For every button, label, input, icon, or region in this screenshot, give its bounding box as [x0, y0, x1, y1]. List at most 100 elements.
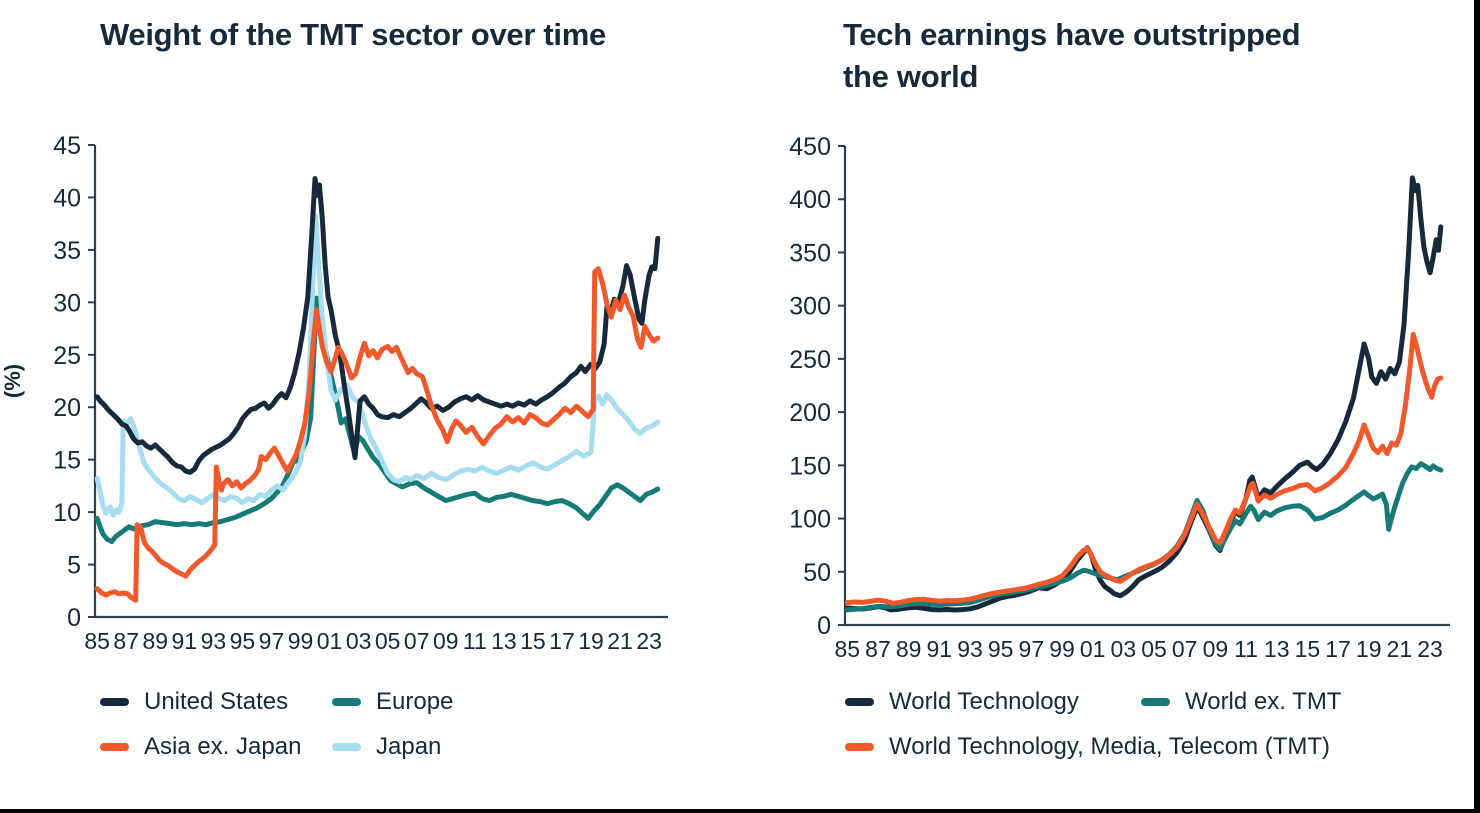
legend-item-japan: Japan [332, 733, 453, 761]
legend-label-world-technology: World Technology [889, 688, 1079, 715]
series-line-asia-ex-japan [94, 266, 661, 603]
x-tick-label: 93 [957, 636, 983, 662]
x-tick-label: 89 [896, 636, 922, 662]
y-tick-label: 200 [789, 399, 831, 427]
legend-swatch-europe [332, 698, 361, 706]
x-tick-label: 01 [1080, 636, 1106, 662]
x-tick-label: 03 [1111, 636, 1137, 662]
chart-panel-left: Weight of the TMT sector over time 0 5 10 1… [0, 17, 745, 761]
x-tick-label: 23 [1417, 636, 1443, 662]
legend-label-world-technology-media-telecom-tmt: World Technology, Media, Telecom (TMT) [889, 733, 1331, 760]
x-tick-label: 17 [549, 628, 575, 654]
series-line-world-technology-media-telecom-tmt [844, 331, 1444, 606]
x-tick-label: 15 [1295, 636, 1321, 662]
x-tick-label: 09 [1203, 636, 1229, 662]
series-line-united-states [94, 176, 661, 475]
x-tick-label: 95 [230, 628, 256, 654]
y-tick-label: 250 [789, 346, 831, 374]
y-tick-label: 25 [53, 342, 81, 370]
x-tick-label: 91 [172, 628, 198, 654]
legend-swatch-united-states [100, 698, 129, 706]
x-tick-label: 17 [1325, 636, 1351, 662]
x-tick-label: 23 [636, 628, 662, 654]
chart-panel-right: Tech earnings have outstripped the world… [745, 0, 1474, 809]
x-tick-label: 95 [988, 636, 1014, 662]
y-tick-label: 50 [803, 559, 831, 587]
x-tick-label: 03 [346, 628, 372, 654]
x-tick-label: 21 [1387, 636, 1413, 662]
x-tick-label: 99 [1049, 636, 1075, 662]
line-chart-left: 0 5 10 15 20 25 30 35 40 45 85 87 89 91 93 95 97 99 01 03 05… [0, 130, 745, 685]
x-tick-label: 21 [607, 628, 633, 654]
y-tick-label: 15 [53, 447, 81, 475]
x-tick-label: 15 [520, 628, 546, 654]
chart-title-right: Tech earnings have outstripped the world [843, 17, 1301, 94]
x-tick-label: 85 [84, 628, 110, 654]
y-tick-label: 10 [53, 499, 81, 527]
line-chart-right: 0 50 100 150 200 250 300 350 400 450 85 87 89 91 93 95 9… [745, 130, 1474, 685]
x-tick-label: 07 [1172, 636, 1198, 662]
legend-swatch-world-technology [845, 698, 874, 706]
series-line-world-technology [844, 175, 1444, 613]
x-tick-label: 19 [578, 628, 604, 654]
legend-label-united-states: United States [144, 688, 289, 715]
y-tick-label: 300 [789, 293, 831, 321]
legend-item-world-ex-tmt: World ex. TMT [1141, 688, 1341, 716]
x-tick-label: 19 [1356, 636, 1382, 662]
legend-item-asia-ex-japan: Asia ex. Japan [100, 733, 332, 761]
chart-title-left: Weight of the TMT sector over time [100, 17, 606, 52]
legend-item-europe: Europe [332, 688, 453, 716]
y-tick-label: 40 [53, 184, 81, 212]
series-line-europe [94, 295, 661, 544]
legend-swatch-world-ex-tmt [1141, 698, 1170, 706]
legend-item-world-technology: World Technology [845, 688, 1141, 716]
series-line-japan [94, 213, 661, 518]
x-tick-label: 97 [259, 628, 285, 654]
x-tick-label: 07 [404, 628, 430, 654]
legend-label-world-ex-tmt: World ex. TMT [1185, 688, 1342, 715]
y-tick-label: 20 [53, 394, 81, 422]
y-tick-label: 350 [789, 239, 831, 267]
x-tick-label: 93 [201, 628, 227, 654]
y-tick-label: 35 [53, 237, 81, 265]
x-tick-label: 11 [1234, 636, 1258, 662]
x-tick-label: 87 [113, 628, 139, 654]
x-tick-label: 89 [142, 628, 168, 654]
y-tick-label: 400 [789, 186, 831, 214]
x-tick-label: 11 [463, 628, 487, 654]
axis-lines [93, 145, 668, 619]
legend-swatch-world-technology-media-telecom-tmt [845, 743, 874, 751]
x-tick-label: 13 [1264, 636, 1290, 662]
x-tick-label: 01 [317, 628, 343, 654]
y-tick-label: 450 [789, 133, 831, 161]
x-tick-label: 97 [1019, 636, 1045, 662]
x-tick-label: 09 [433, 628, 459, 654]
x-tick-label: 05 [375, 628, 401, 654]
y-tick-label: 45 [53, 132, 81, 160]
series-line-world-ex-tmt [844, 461, 1444, 613]
legend-swatch-asia-ex-japan [100, 743, 129, 751]
x-tick-label: 87 [865, 636, 891, 662]
y-axis-unit-label: (%) [0, 364, 25, 398]
y-tick-label: 0 [817, 612, 831, 640]
x-tick-label: 05 [1141, 636, 1167, 662]
legend-left: United States Europe Asia ex. Japan Japan [100, 688, 453, 761]
x-tick-label: 99 [288, 628, 314, 654]
legend-item-united-states: United States [100, 688, 332, 716]
y-tick-label: 5 [67, 552, 81, 580]
y-tick-label: 30 [53, 289, 81, 317]
legend-item-world-technology-media-telecom-tmt: World Technology, Media, Telecom (TMT) [845, 733, 1330, 761]
legend-label-japan: Japan [376, 733, 442, 760]
x-tick-label: 13 [491, 628, 517, 654]
x-tick-label: 85 [835, 636, 861, 662]
legend-label-europe: Europe [376, 688, 454, 715]
y-tick-label: 150 [789, 452, 831, 480]
axis-lines [843, 146, 1450, 627]
legend-right: World Technology World ex. TMT World Techn… [845, 688, 1341, 761]
legend-label-asia-ex-japan: Asia ex. Japan [144, 733, 302, 760]
x-tick-label: 91 [927, 636, 953, 662]
legend-swatch-japan [332, 743, 361, 751]
